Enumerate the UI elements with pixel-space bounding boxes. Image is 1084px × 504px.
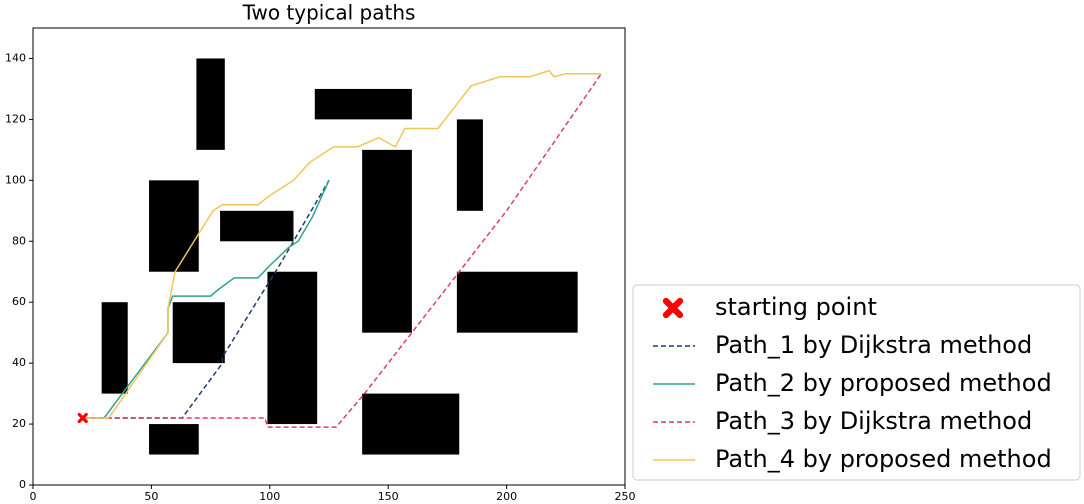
y-tick-label: 40: [12, 356, 26, 369]
cross-stroke: [662, 297, 684, 319]
path-line: [82, 69, 602, 419]
y-tick-label: 80: [12, 234, 26, 247]
legend-marker: [662, 297, 684, 319]
obstacle: [149, 180, 199, 272]
y-tick-label: 0: [19, 478, 26, 491]
legend-label: Path_1 by Dijkstra method: [715, 331, 1032, 359]
x-tick-label: 200: [496, 490, 517, 503]
legend-label: Path_3 by Dijkstra method: [715, 407, 1032, 435]
obstacle: [456, 271, 578, 333]
obstacle: [362, 393, 460, 455]
obstacle: [196, 58, 225, 150]
chart-title: Two typical paths: [242, 1, 416, 25]
start-point: [77, 412, 88, 424]
obstacle: [456, 119, 483, 211]
legend-label: Path_4 by proposed method: [715, 445, 1052, 473]
obstacle: [172, 302, 225, 364]
x-tick-label: 0: [30, 490, 37, 503]
x-tick-label: 250: [615, 490, 636, 503]
x-tick-label: 150: [378, 490, 399, 503]
obstacle: [267, 271, 318, 425]
path-line: [82, 73, 602, 428]
legend-box: [632, 284, 1081, 481]
x-tick-label: 100: [259, 490, 280, 503]
obstacle: [314, 88, 412, 120]
y-tick-label: 120: [5, 112, 26, 125]
legend-label: Path_2 by proposed method: [715, 369, 1052, 397]
y-tick-label: 140: [5, 51, 26, 64]
y-tick-label: 20: [12, 417, 26, 430]
cross-stroke: [77, 412, 88, 424]
obstacle: [149, 424, 199, 455]
plot-frame: [32, 27, 626, 486]
obstacle: [101, 302, 128, 394]
legend-label: starting point: [715, 293, 877, 321]
obstacle: [220, 210, 294, 242]
y-tick-label: 60: [12, 295, 26, 308]
obstacle: [362, 149, 412, 333]
y-tick-label: 100: [5, 173, 26, 186]
x-tick-label: 50: [144, 490, 158, 503]
